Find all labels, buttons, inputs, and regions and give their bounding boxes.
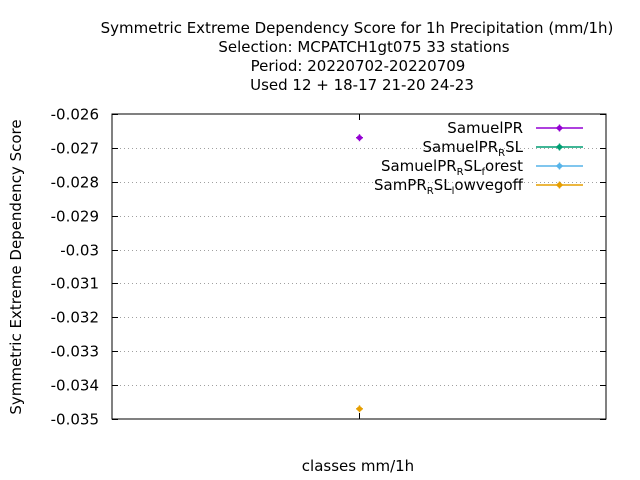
data-point: [356, 405, 363, 413]
y-tick-label: -0.033: [51, 343, 99, 361]
y-tick-label: -0.034: [51, 377, 99, 395]
title-line-4: Used 12 + 18-17 21-20 24-23: [250, 76, 474, 94]
grid-lines: [112, 148, 606, 386]
legend-label: SamuelPR: [447, 119, 523, 137]
plot-frame: [111, 113, 607, 420]
title-line-3: Period: 20220702-20220709: [251, 57, 466, 75]
title-line-1: Symmetric Extreme Dependency Score for 1…: [101, 19, 614, 37]
y-tick-label: -0.029: [51, 208, 99, 226]
legend-marker: [556, 124, 563, 132]
title-line-2: Selection: MCPATCH1gt075 33 stations: [218, 38, 509, 56]
chart-title: Symmetric Extreme Dependency Score for 1…: [101, 19, 614, 94]
y-axis-label: Symmetric Extreme Dependency Score: [7, 119, 25, 414]
legend-label: SamuelPRRSL: [422, 138, 523, 159]
data-points: [356, 134, 363, 413]
y-tick-label: -0.035: [51, 411, 99, 429]
y-tick-label: -0.032: [51, 309, 99, 327]
legend-label: SamPRRSLlowvegoff: [374, 176, 524, 197]
y-tick-label: -0.028: [51, 174, 99, 192]
legend: SamuelPRSamuelPRRSLSamuelPRRSLforestSamP…: [374, 119, 583, 197]
x-axis-label: classes mm/1h: [302, 457, 414, 475]
data-point: [356, 134, 363, 142]
legend-label: SamuelPRRSLforest: [381, 157, 523, 178]
legend-marker: [556, 181, 563, 189]
y-tick-label: -0.03: [60, 242, 99, 260]
y-tick-label: -0.026: [51, 106, 99, 124]
legend-marker: [556, 162, 563, 170]
y-tick-label: -0.027: [51, 140, 99, 158]
legend-marker: [556, 143, 563, 151]
y-axis-ticks: -0.026 -0.027 -0.028 -0.029 -0.03 -0.031 -0.03…: [51, 106, 606, 429]
y-tick-label: -0.031: [51, 275, 99, 293]
